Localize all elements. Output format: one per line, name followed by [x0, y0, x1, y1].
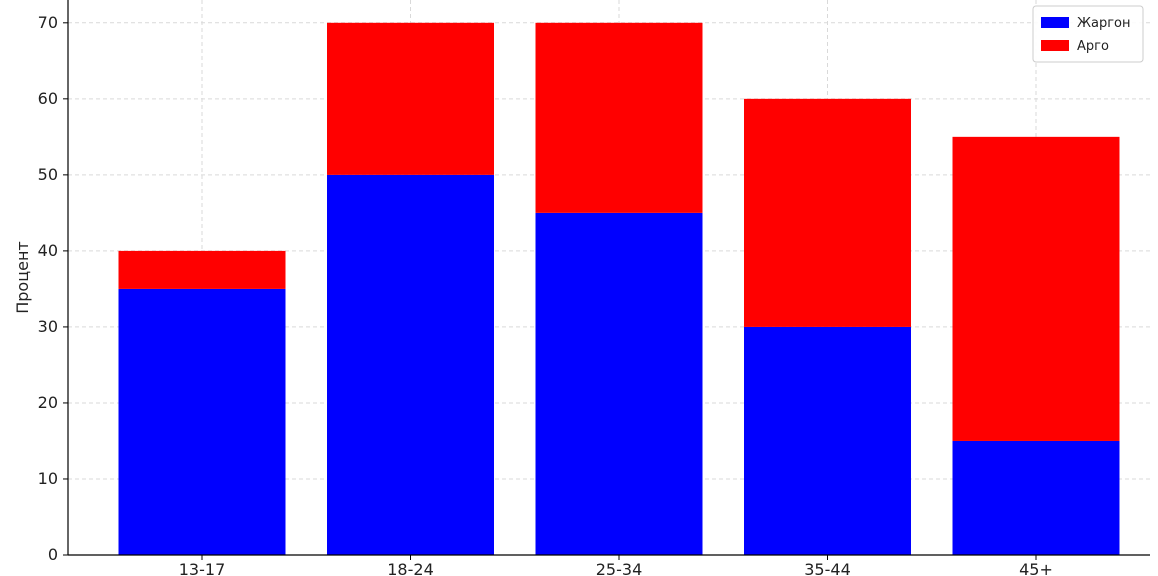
y-tick-label: 70 [38, 13, 58, 32]
bar-series1 [327, 174, 494, 555]
legend-swatch [1041, 40, 1069, 51]
bar-series2 [952, 136, 1120, 441]
y-tick-label: 10 [38, 469, 58, 488]
x-tick-label: 25-34 [596, 560, 643, 576]
y-tick-label: 60 [38, 89, 58, 108]
bars [118, 22, 1120, 555]
bar-series2 [327, 22, 494, 175]
bar-series2 [744, 98, 911, 327]
x-tick-label: 13-17 [179, 560, 226, 576]
x-tick-label: 45+ [1019, 560, 1053, 576]
tick-labels: 0 10 20 30 40 50 60 70 13-17 18-24 25-34 35-44 45+ [38, 13, 1053, 576]
y-tick-label: 0 [48, 545, 58, 564]
bar-series1 [952, 440, 1120, 555]
legend-swatch [1041, 17, 1069, 28]
bar-series1 [118, 288, 286, 555]
y-tick-label: 40 [38, 241, 58, 260]
bar-series1 [535, 212, 703, 555]
bar-series1 [744, 326, 911, 555]
y-tick-label: 50 [38, 165, 58, 184]
y-axis-title: Процент [13, 241, 32, 314]
legend-label: Арго [1077, 39, 1109, 54]
y-tick-label: 30 [38, 317, 58, 336]
bar-series2 [118, 250, 286, 289]
legend-label: Жаргон [1077, 16, 1131, 31]
x-tick-label: 35-44 [804, 560, 851, 576]
y-tick-label: 20 [38, 393, 58, 412]
axes [67, 0, 1150, 556]
legend: Жаргон Арго [1032, 5, 1144, 63]
x-tick-label: 18-24 [387, 560, 434, 576]
bar-series2 [535, 22, 703, 213]
